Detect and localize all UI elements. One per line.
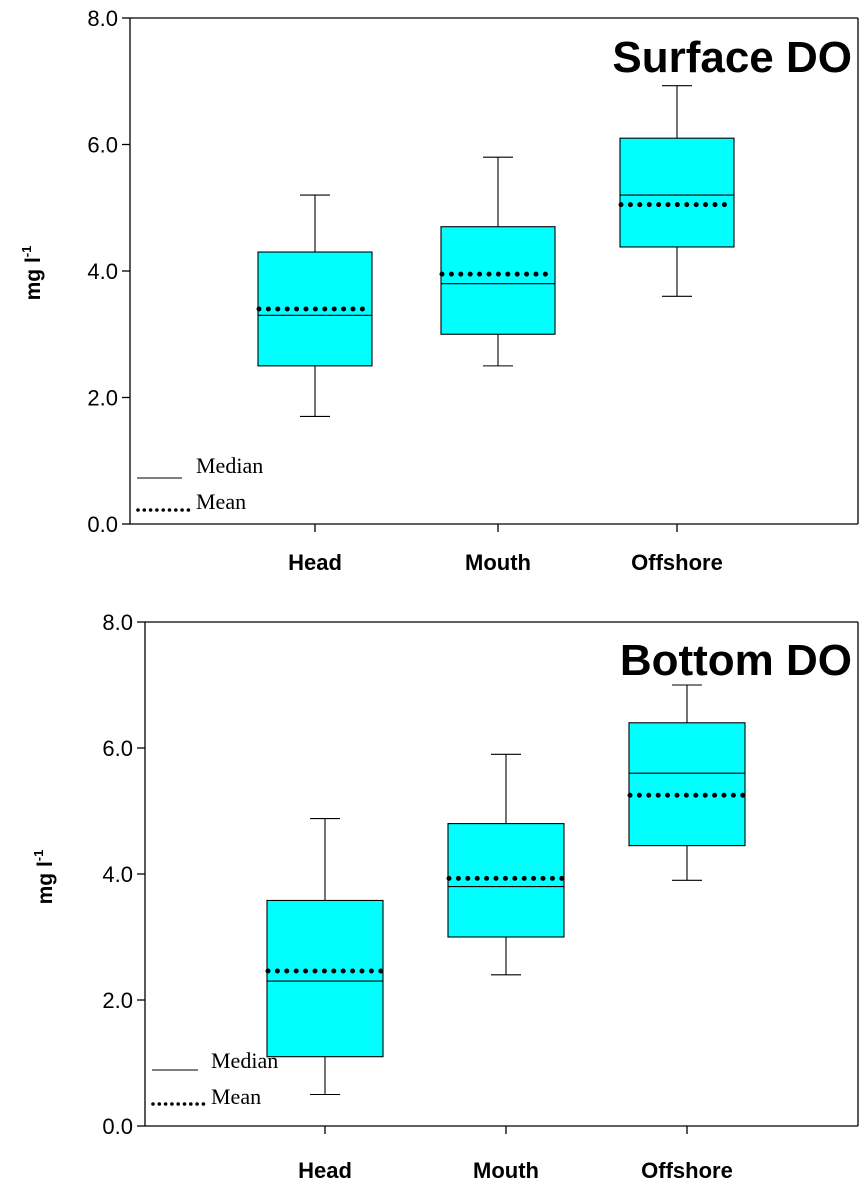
x-tick-label-mouth: Mouth [465,550,531,575]
panel-title: Bottom DO [620,636,852,685]
iqr-box [266,899,384,1058]
box-mouth [439,156,557,367]
y-tick-label: 8.0 [87,6,118,31]
iqr-box [619,137,735,248]
panel-title: Surface DO [612,33,852,82]
legend: Median Mean [151,1048,278,1109]
x-tick-label-head: Head [298,1158,352,1183]
y-tick-label: 2.0 [87,386,118,411]
chart-panel-2: 0.0 2.0 4.0 6.0 8.0 mg l-1 Head Mouth Offshore Bo… [31,610,859,1183]
y-axis-title: mg l-1 [31,850,57,905]
y-axis-title-superscript: -1 [19,246,34,258]
legend-median-label: Median [211,1048,278,1073]
box-offshore [618,85,736,297]
y-tick-label: 4.0 [87,259,118,284]
chart-panel-1: 0.0 2.0 4.0 6.0 8.0 mg l-1 Head Mouth Offshore Su… [19,6,859,575]
legend-median-label: Median [196,453,263,478]
legend-mean-label: Mean [196,489,246,514]
box-head [265,818,385,1096]
y-axis-title: mg l-1 [19,246,45,301]
legend: Median Mean [136,453,263,514]
y-tick-label: 6.0 [87,133,118,158]
legend-mean-label: Mean [211,1084,261,1109]
x-tick-label-head: Head [288,550,342,575]
y-tick-label: 6.0 [102,736,133,761]
iqr-box [628,722,746,847]
y-tick-label: 0.0 [102,1114,133,1139]
y-tick-label: 8.0 [102,610,133,635]
x-tick-label-mouth: Mouth [473,1158,539,1183]
y-axis-title-superscript: -1 [31,850,46,862]
y-tick-label: 2.0 [102,988,133,1013]
box-mouth [446,753,566,976]
x-tick-label-offshore: Offshore [631,550,723,575]
y-tick-label: 4.0 [102,862,133,887]
y-axis-title-text: mg l [34,861,57,904]
box-head [256,194,374,418]
y-tick-label: 0.0 [87,512,118,537]
iqr-box [440,226,556,335]
y-axis-title-text: mg l [22,257,45,300]
box-offshore [627,684,747,881]
x-tick-label-offshore: Offshore [641,1158,733,1183]
